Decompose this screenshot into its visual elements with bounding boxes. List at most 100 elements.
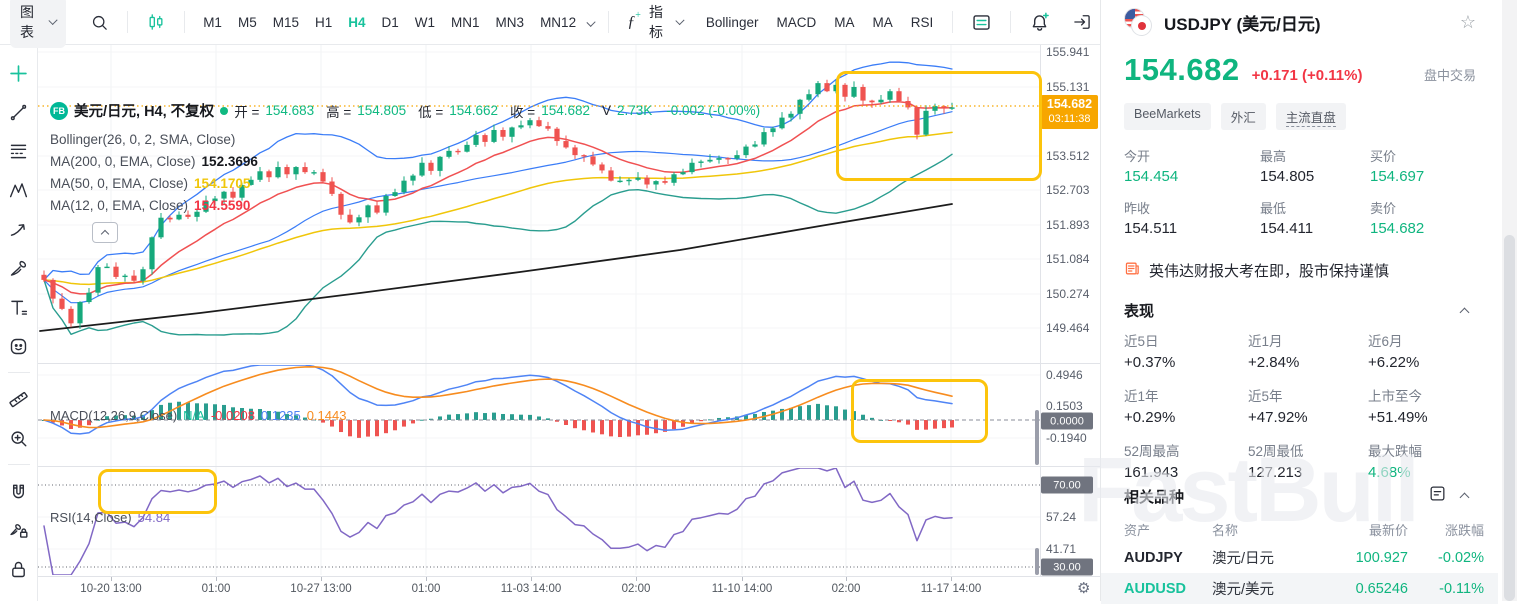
timeframe-h4[interactable]: H4 <box>348 14 366 30</box>
sidebar-change: +0.171 (+0.11%) <box>1251 67 1363 84</box>
drawing-sync-tool-icon[interactable] <box>4 515 34 545</box>
ma12-value: 154.5590 <box>194 198 251 213</box>
ma50-value: 154.1705 <box>194 176 251 191</box>
timeframe-m15[interactable]: M15 <box>272 14 299 30</box>
ruler-tool-icon[interactable] <box>4 384 34 414</box>
ma50-label: MA(50, 0, EMA, Close) <box>50 176 189 191</box>
related-cell: 0.65246 <box>1355 580 1408 597</box>
lock-tool-icon[interactable] <box>4 554 34 584</box>
related-header-2: 名称 <box>1212 522 1239 538</box>
timeframe-m5[interactable]: M5 <box>237 14 257 30</box>
indicator-shortcut-ma-2[interactable]: MA <box>834 14 855 30</box>
symbol-tag-1[interactable]: BeeMarkets <box>1124 103 1211 130</box>
magnet-tool-icon[interactable] <box>4 476 34 506</box>
high-value: 154.805 <box>357 103 407 118</box>
pane-scrollbar[interactable] <box>1035 410 1039 465</box>
brush-tool-icon[interactable] <box>4 253 34 283</box>
open-label: 开 = <box>234 104 260 120</box>
news-headline[interactable]: 英伟达财报大考在即，股市保持谨慎 <box>1124 260 1490 281</box>
ma200-legend[interactable]: MA(200, 0, EMA, Close) 152.3696 <box>50 154 258 169</box>
indicator-shortcut-ma-3[interactable]: MA <box>872 14 893 30</box>
related-header-3: 最新价 <box>1368 522 1408 538</box>
fib-lines-tool-icon[interactable] <box>4 136 34 166</box>
indicator-shortcut-macd[interactable]: MACD <box>776 14 817 30</box>
price-axis-label: 155.131 <box>1046 80 1090 94</box>
drawing-rectangle-annotation-2[interactable] <box>851 379 988 443</box>
price-axis-label: 150.274 <box>1046 287 1090 301</box>
related-list-icon[interactable] <box>1428 484 1447 508</box>
alert-bell-icon[interactable] <box>1021 8 1058 37</box>
indicator-shortcut-rsi[interactable]: RSI <box>910 14 934 30</box>
collapse-chevron-up-icon[interactable] <box>1459 492 1470 503</box>
current-price: 154.682 <box>1046 97 1093 112</box>
time-axis-label: 10-27 13:00 <box>290 583 352 595</box>
collapse-panel-icon[interactable] <box>1064 8 1100 36</box>
forecast-arrow-tool-icon[interactable] <box>4 214 34 244</box>
emoji-tool-icon[interactable] <box>4 331 34 361</box>
pane-scrollbar[interactable] <box>1035 548 1039 575</box>
ma12-legend[interactable]: MA(12, 0, EMA, Close) 154.5590 <box>50 198 250 213</box>
search-icon[interactable] <box>82 9 117 36</box>
crosshair-tool-icon[interactable] <box>4 58 34 88</box>
chart-menu-button[interactable]: 图表 <box>10 0 67 48</box>
time-axis[interactable]: 10-20 13:00 01:00 10-27 13:00 01:00 11-03 14… <box>38 577 1100 601</box>
performance-cell: 最大跌幅 4.68% <box>1368 444 1422 481</box>
toolbar-divider <box>184 11 186 33</box>
symbol-tag-2[interactable]: 外汇 <box>1220 103 1266 130</box>
bar-countdown: 03:11:38 <box>1048 112 1091 125</box>
indicators-menu[interactable]: ƒ+ 指标 <box>619 0 691 46</box>
timeframes-chevron-down-icon[interactable] <box>586 17 596 27</box>
time-tick <box>846 577 847 581</box>
drawing-rectangle-annotation-3[interactable] <box>98 469 217 514</box>
timeframe-mn12[interactable]: MN12 <box>540 14 577 30</box>
collapse-chevron-up-icon[interactable] <box>1459 307 1470 317</box>
symbol-tag-3[interactable]: 主流直盘 <box>1275 103 1346 130</box>
price-axis-label: 149.464 <box>1046 321 1090 335</box>
bollinger-legend[interactable]: Bollinger(26, 0, 2, SMA, Close) <box>50 132 235 147</box>
change-value: -0.002 (-0.00%) <box>666 103 761 118</box>
zoom-in-tool-icon[interactable] <box>4 423 34 453</box>
macd-hist-value: -0.0208 <box>210 408 255 423</box>
timeframe-h1[interactable]: H1 <box>314 14 333 30</box>
timeframe-w1[interactable]: W1 <box>414 14 436 30</box>
quote-grid: 今开 154.454 最高 154.805 买价 154.697 昨收 154.511 最低 15… <box>1124 146 1490 237</box>
toolbar-divider <box>608 11 610 33</box>
price-chart-canvas[interactable] <box>38 44 1041 601</box>
time-tick <box>426 577 427 581</box>
low-label: 低 = <box>418 104 444 120</box>
pane-separator[interactable] <box>38 363 1100 364</box>
symbol-legend: FB 美元/日元, H4, 不复权 开 = 154.683 高 = 154.805 … <box>50 100 760 121</box>
time-axis-label: 02:00 <box>621 583 651 595</box>
axis-settings-gear-icon[interactable]: ⚙ <box>1077 580 1091 597</box>
legend-collapse-button[interactable] <box>92 222 118 243</box>
ma50-legend[interactable]: MA(50, 0, EMA, Close) 154.1705 <box>50 176 250 191</box>
macd-axis-label: 0.1503 <box>1046 399 1083 413</box>
text-tool-icon[interactable] <box>4 292 34 322</box>
related-cell: AUDJPY <box>1124 549 1183 566</box>
timeframe-mn3[interactable]: MN3 <box>495 14 525 30</box>
pattern-tool-icon[interactable] <box>4 175 34 205</box>
function-icon: ƒ+ <box>627 10 641 31</box>
drawing-rectangle-annotation-1[interactable] <box>836 71 1042 181</box>
related-row-audjpy[interactable]: AUDJPY 澳元/日元 100.927 -0.02% <box>1101 542 1498 573</box>
open-value: 154.683 <box>265 103 315 118</box>
timeframe-d1[interactable]: D1 <box>381 14 399 30</box>
symbol-title: 美元/日元, H4, 不复权 <box>74 104 215 120</box>
indicator-shortcut-bollinger[interactable]: Bollinger <box>705 14 759 30</box>
macd-axis-label: -0.1940 <box>1046 431 1087 445</box>
timeframe-mn1[interactable]: MN1 <box>451 14 480 30</box>
related-row-audusd[interactable]: AUDUSD 澳元/美元 0.65246 -0.11% <box>1101 573 1498 604</box>
time-tick <box>951 577 952 581</box>
chart-area[interactable]: FB 美元/日元, H4, 不复权 开 = 154.683 高 = 154.805 … <box>38 44 1041 601</box>
toolbar-divider <box>1010 11 1011 33</box>
macd-legend[interactable]: MACD(12,26,9,Close) N/A -0.0208 0.1235 0… <box>50 408 346 423</box>
timeframe-m1[interactable]: M1 <box>203 14 222 30</box>
favorite-star-icon[interactable]: ☆ <box>1459 11 1476 32</box>
panel-layout-icon[interactable] <box>963 8 1000 37</box>
trend-line-tool-icon[interactable] <box>4 97 34 127</box>
pane-separator[interactable] <box>38 466 1100 467</box>
time-axis-label: 11-17 14:00 <box>920 583 982 595</box>
performance-cell: 近5年 +47.92% <box>1248 389 1308 426</box>
page-scrollbar-thumb[interactable] <box>1504 235 1515 601</box>
candlestick-style-icon[interactable] <box>138 8 174 36</box>
